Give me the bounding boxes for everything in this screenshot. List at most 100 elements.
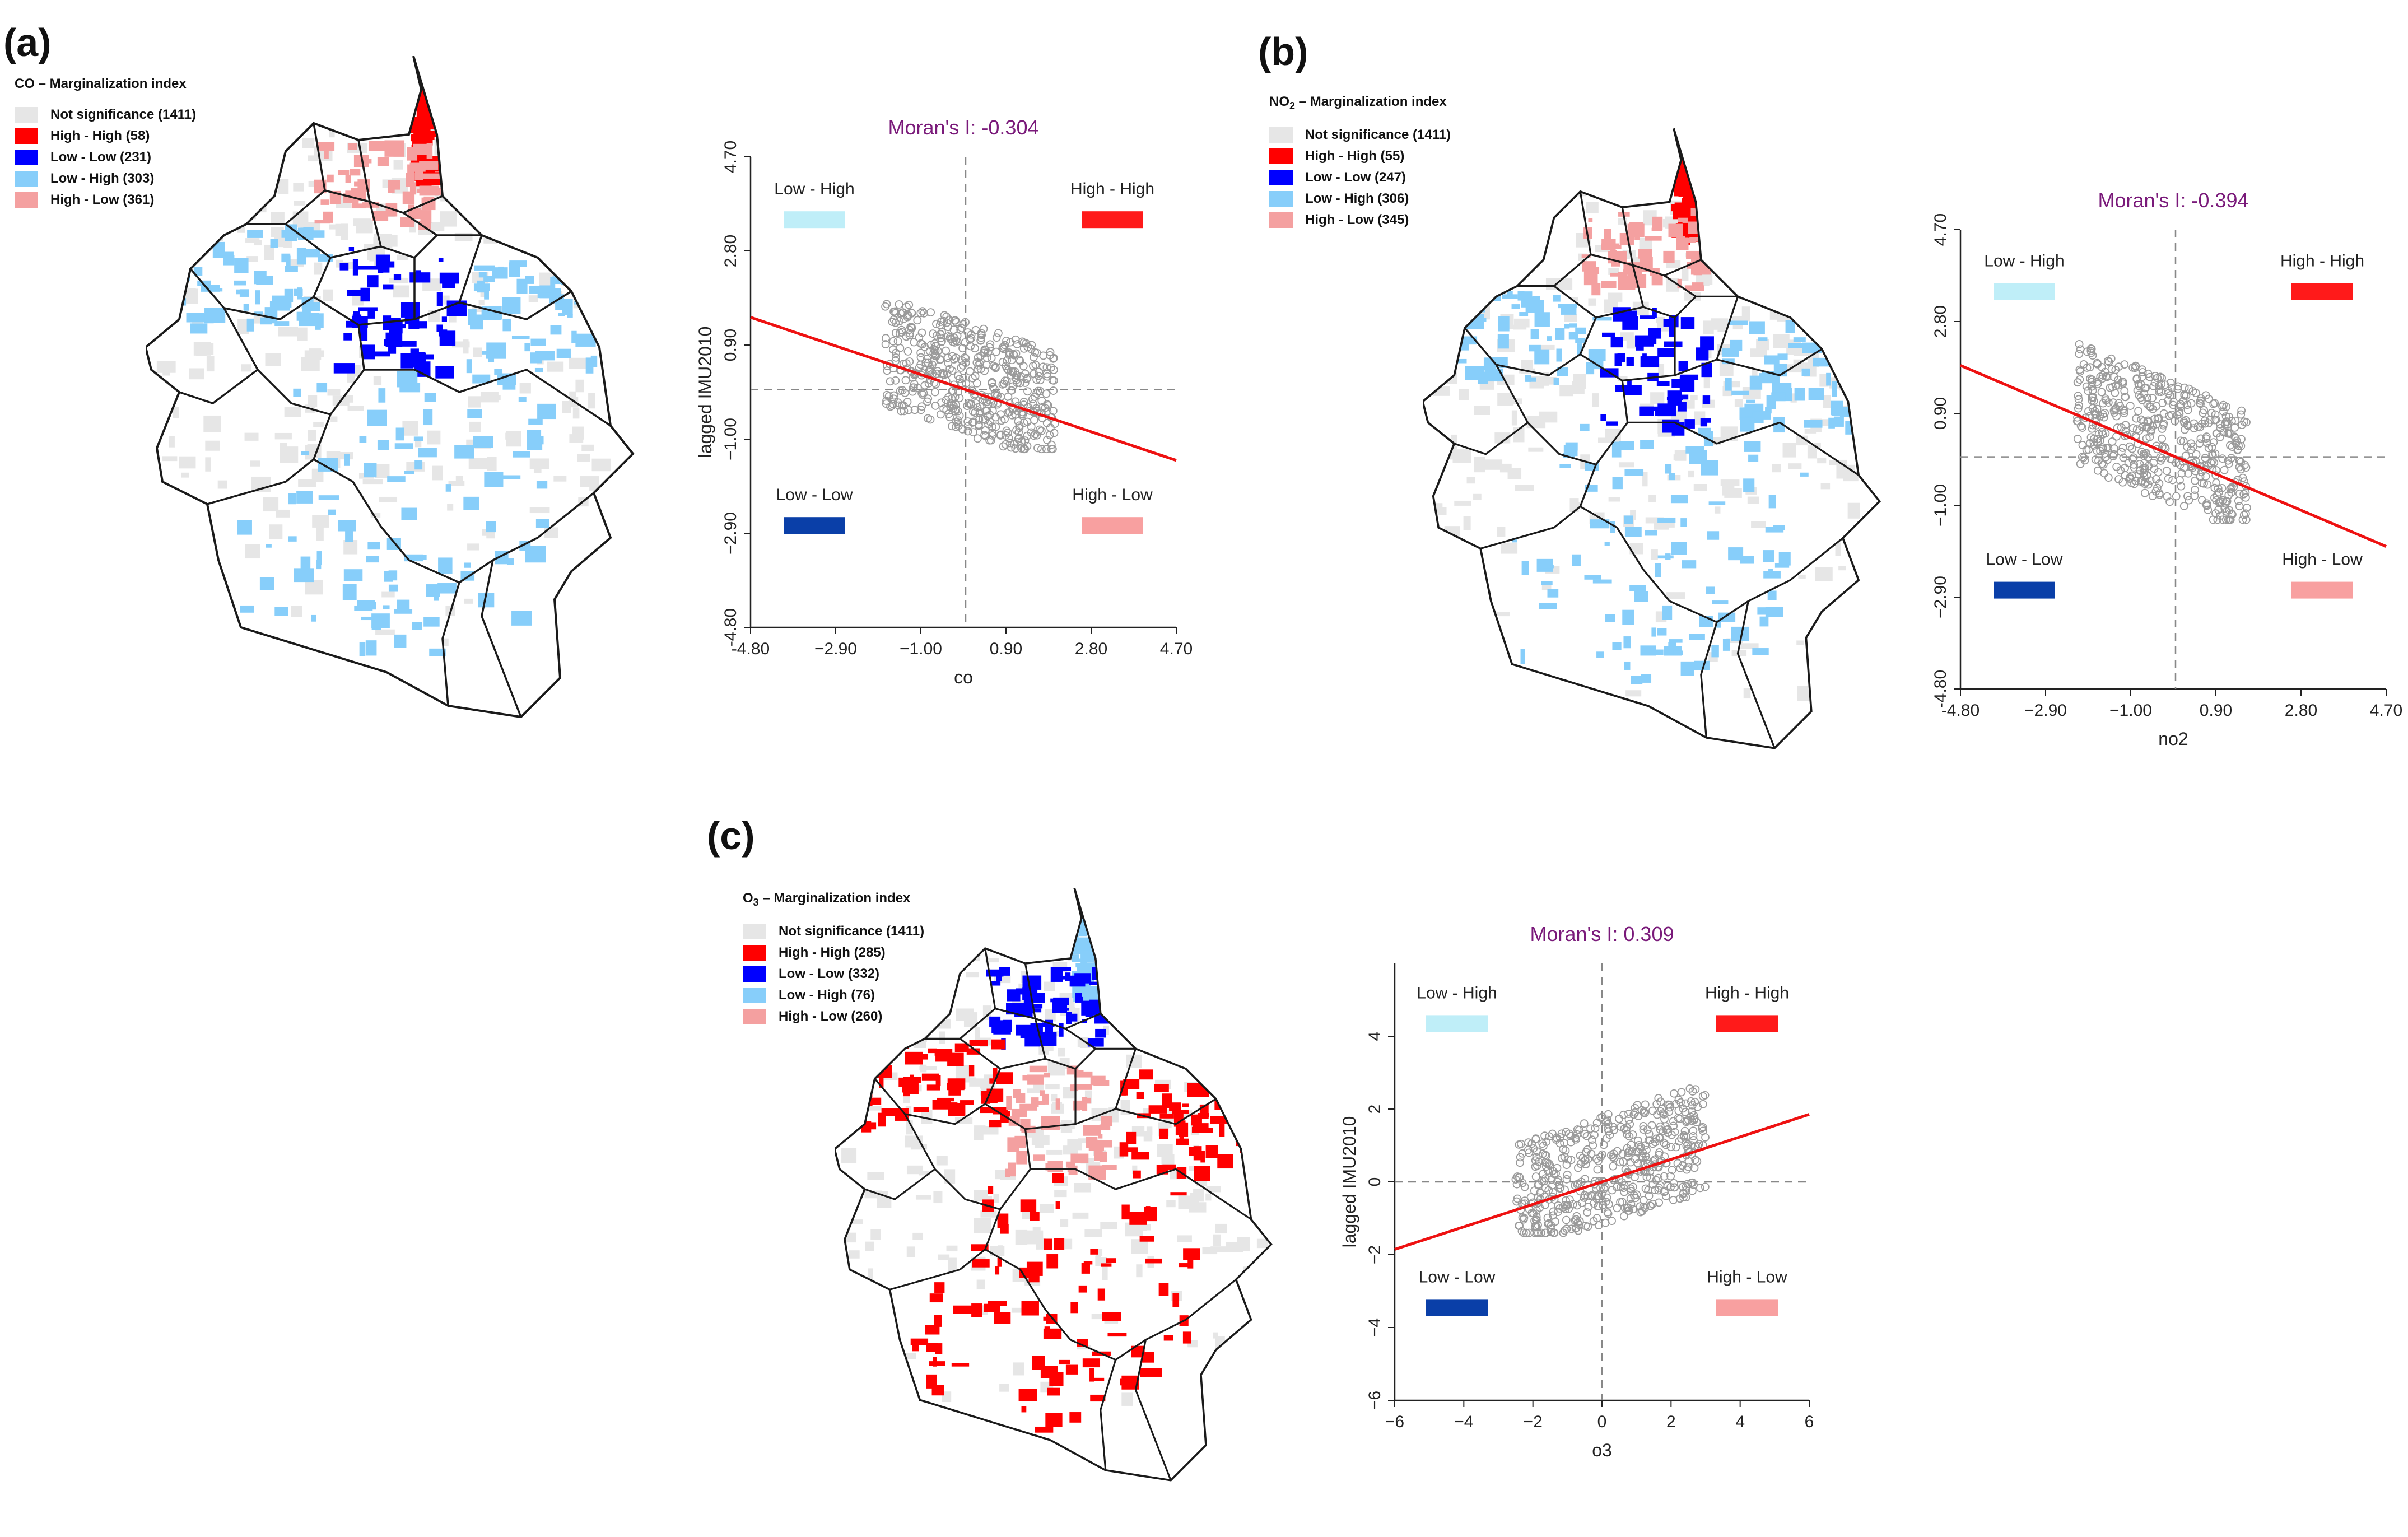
tract-cluster — [926, 1343, 938, 1353]
tract-cluster — [1485, 368, 1503, 382]
tract-not-significant — [1814, 254, 1823, 264]
tract-not-significant — [551, 255, 565, 263]
tract-not-significant — [1143, 959, 1161, 966]
tract-cluster — [1099, 1124, 1111, 1130]
data-point — [2130, 479, 2139, 488]
tract-cluster — [445, 484, 451, 492]
tract-cluster — [377, 157, 389, 166]
y-tick-label: 4.70 — [1931, 213, 1950, 246]
data-point — [2078, 453, 2086, 462]
tract-cluster — [1139, 1236, 1154, 1242]
data-point — [2190, 491, 2199, 500]
tract-not-significant — [308, 430, 316, 442]
tract-cluster — [1020, 1027, 1033, 1038]
tract-not-significant — [308, 395, 318, 408]
data-point — [999, 442, 1008, 451]
data-point — [2093, 438, 2102, 446]
tract-not-significant — [1126, 1054, 1142, 1068]
tract-cluster — [1065, 972, 1071, 981]
tract-cluster — [401, 507, 417, 520]
data-point — [1687, 1097, 1696, 1106]
tract-not-significant — [370, 513, 381, 518]
data-point — [1540, 1131, 1549, 1140]
tract-cluster — [1689, 450, 1707, 464]
tract-cluster — [516, 278, 528, 294]
data-point — [2191, 486, 2199, 495]
legend-item: High - Low (361) — [15, 189, 196, 211]
tract-not-significant — [1186, 976, 1203, 983]
tract-not-significant — [1210, 1246, 1228, 1252]
data-point — [891, 353, 900, 362]
data-point — [2195, 398, 2204, 407]
tract-not-significant — [202, 119, 221, 124]
data-point — [2134, 380, 2143, 389]
data-point — [1531, 1216, 1540, 1225]
tract-not-significant — [589, 484, 603, 491]
tract-cluster — [1076, 940, 1089, 946]
legend-a: CO – Marginalization index Not significa… — [15, 76, 196, 211]
data-point — [920, 343, 929, 351]
data-point — [2237, 406, 2246, 415]
tract-cluster — [1083, 1125, 1101, 1136]
tract-cluster — [1575, 338, 1586, 343]
tract-not-significant — [1196, 930, 1201, 936]
tract-not-significant — [1149, 931, 1156, 941]
tract-not-significant — [173, 525, 182, 539]
tract-not-significant — [302, 138, 315, 148]
tract-cluster — [429, 648, 446, 656]
tract-not-significant — [1509, 229, 1523, 239]
tract-cluster — [418, 448, 437, 458]
tract-cluster — [1083, 943, 1089, 947]
tract-not-significant — [1239, 1072, 1256, 1082]
tract-cluster — [1652, 649, 1664, 655]
tract-not-significant — [1539, 202, 1555, 214]
data-point — [2121, 393, 2130, 402]
tract-cluster — [1182, 1331, 1191, 1344]
data-point — [952, 400, 960, 409]
tract-cluster — [1651, 627, 1656, 637]
tract-cluster — [1050, 967, 1063, 982]
tract-not-significant — [343, 540, 358, 555]
tract-not-significant — [1121, 1007, 1136, 1013]
data-point — [1031, 430, 1040, 439]
data-point — [959, 374, 968, 383]
quadrant-high-high-label: High - High — [2280, 252, 2364, 271]
data-point — [1522, 1228, 1531, 1237]
data-point — [988, 422, 997, 431]
tract-cluster — [367, 542, 380, 550]
data-point — [2179, 417, 2188, 426]
data-point — [891, 376, 900, 385]
tract-cluster — [1605, 421, 1618, 426]
tract-not-significant — [341, 223, 348, 240]
tract-not-significant — [1741, 306, 1750, 322]
data-point — [1628, 1205, 1637, 1214]
data-point — [2093, 404, 2102, 413]
tract-not-significant — [1483, 278, 1501, 294]
tract-not-significant — [467, 543, 479, 551]
tract-cluster — [1523, 291, 1533, 299]
tract-not-significant — [958, 1077, 976, 1083]
data-point — [882, 399, 891, 408]
data-point — [2117, 423, 2126, 432]
tract-not-significant — [1751, 521, 1766, 528]
tract-cluster — [1065, 1161, 1075, 1168]
tract-cluster — [879, 1075, 884, 1088]
tract-cluster — [1126, 1131, 1137, 1144]
data-point — [1682, 1132, 1690, 1141]
tract-not-significant — [1835, 542, 1841, 556]
tract-not-significant — [917, 988, 926, 1004]
tract-cluster — [1062, 967, 1072, 971]
tract-not-significant — [858, 941, 871, 953]
tract-cluster — [1047, 1387, 1060, 1396]
tract-cluster — [345, 175, 351, 183]
data-point — [2235, 489, 2244, 498]
data-point — [1516, 1158, 1524, 1167]
tract-cluster — [1016, 989, 1032, 994]
tract-cluster — [377, 440, 389, 450]
tract-cluster — [1553, 295, 1561, 302]
data-point — [953, 419, 962, 428]
tract-cluster — [1602, 332, 1615, 337]
tract-cluster — [1641, 674, 1652, 683]
tract-cluster — [1070, 1084, 1079, 1092]
data-point — [958, 361, 967, 370]
